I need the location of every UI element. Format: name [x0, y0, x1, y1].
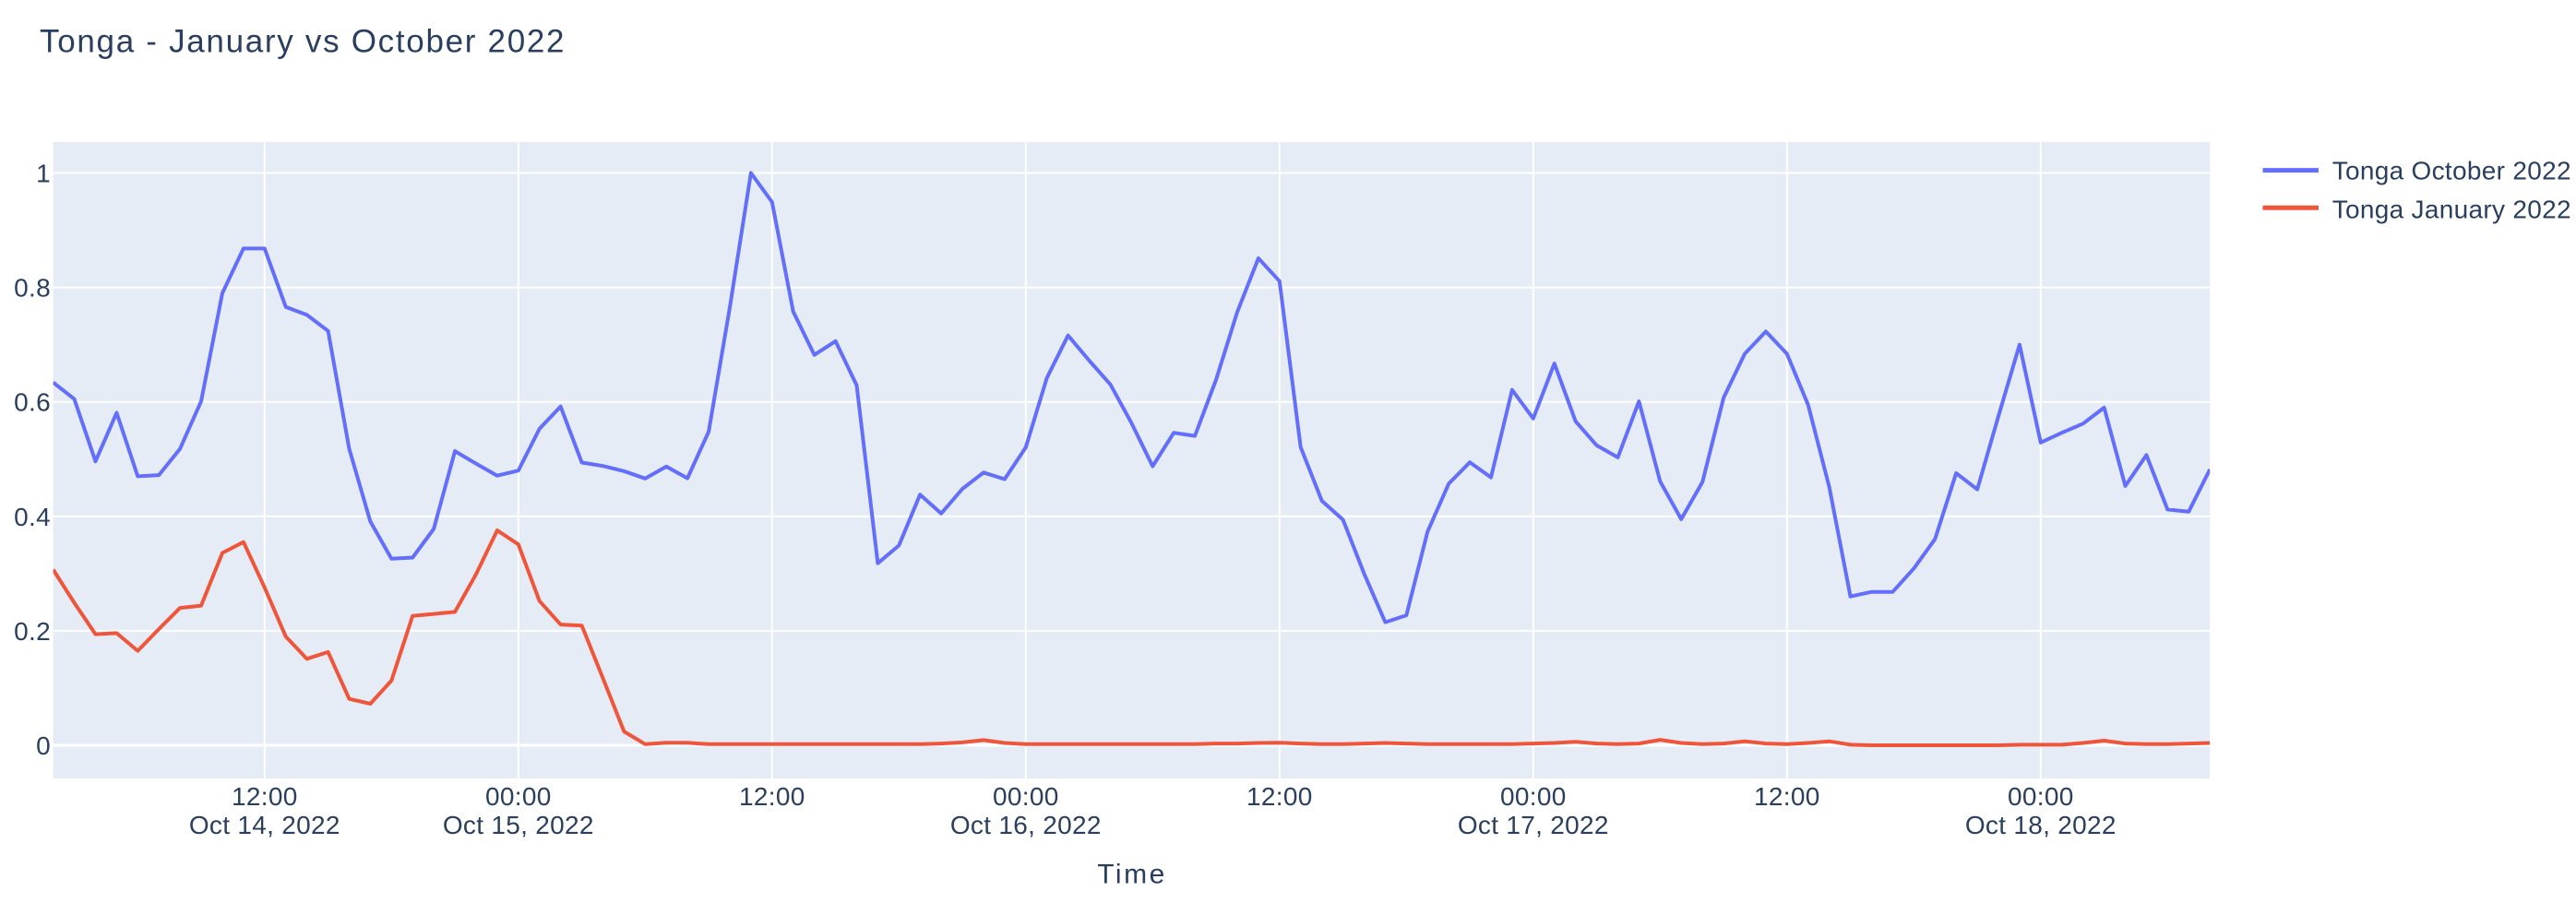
svg-text:00:00: 00:00: [485, 782, 552, 811]
svg-text:Oct 16, 2022: Oct 16, 2022: [950, 811, 1102, 839]
svg-text:12:00: 12:00: [1246, 782, 1313, 811]
svg-text:1: 1: [36, 160, 51, 188]
svg-text:Tonga - January vs October 202: Tonga - January vs October 2022: [40, 23, 566, 59]
svg-text:Tonga October 2022: Tonga October 2022: [2332, 157, 2571, 185]
svg-text:00:00: 00:00: [1500, 782, 1567, 811]
svg-text:0.8: 0.8: [14, 274, 51, 303]
svg-text:12:00: 12:00: [739, 782, 805, 811]
svg-text:Oct 18, 2022: Oct 18, 2022: [1965, 811, 2117, 839]
svg-text:00:00: 00:00: [993, 782, 1059, 811]
svg-text:Tonga January 2022: Tonga January 2022: [2332, 195, 2571, 223]
svg-text:0: 0: [36, 731, 51, 760]
svg-text:Oct 15, 2022: Oct 15, 2022: [443, 811, 594, 839]
svg-text:00:00: 00:00: [2008, 782, 2074, 811]
svg-text:0.4: 0.4: [14, 503, 51, 531]
svg-text:Oct 17, 2022: Oct 17, 2022: [1458, 811, 1609, 839]
svg-text:0.2: 0.2: [14, 617, 51, 646]
svg-text:Oct 14, 2022: Oct 14, 2022: [189, 811, 340, 839]
svg-text:0.6: 0.6: [14, 388, 51, 417]
svg-text:Time: Time: [1097, 860, 1167, 890]
svg-text:12:00: 12:00: [1754, 782, 1820, 811]
svg-text:12:00: 12:00: [232, 782, 298, 811]
